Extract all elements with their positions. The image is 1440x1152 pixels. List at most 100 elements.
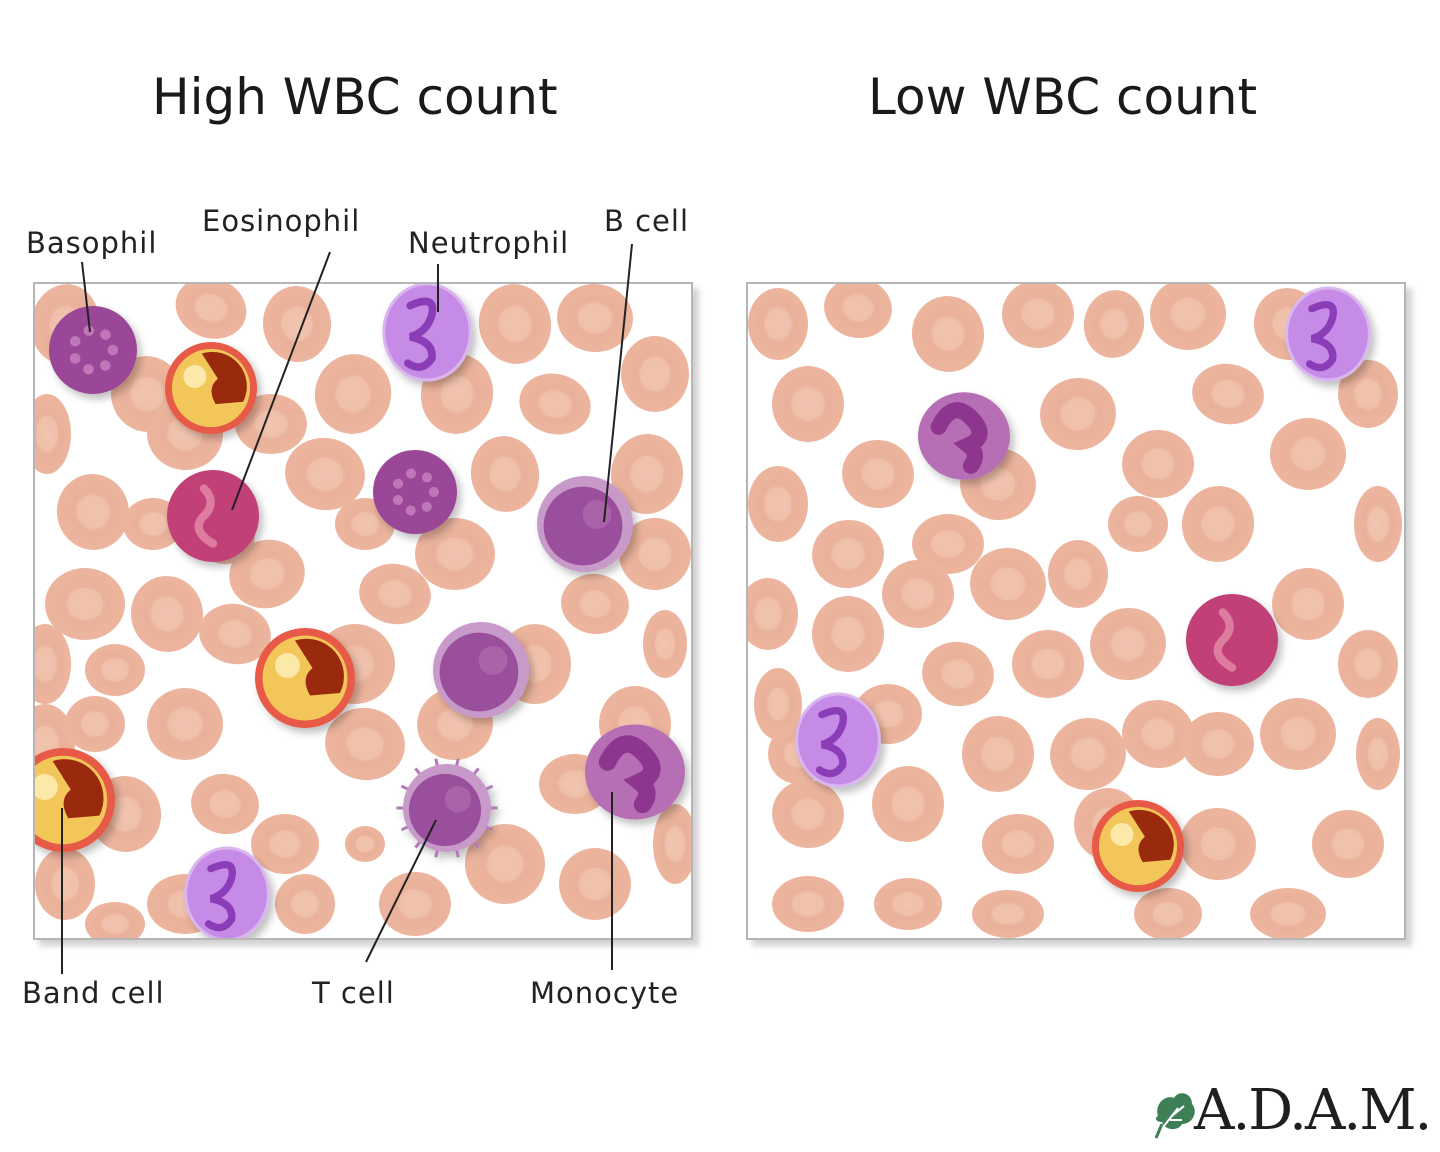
red-blood-cell	[229, 539, 305, 609]
red-blood-cell	[922, 641, 994, 707]
band-cell-label: Band cell	[22, 976, 165, 1010]
red-blood-cell	[972, 890, 1044, 938]
red-blood-cell	[35, 394, 71, 474]
red-blood-cell	[1048, 540, 1108, 608]
red-blood-cell	[1090, 607, 1166, 681]
red-blood-cell	[621, 336, 689, 412]
band-cell	[165, 342, 257, 434]
basophil-label: Basophil	[26, 226, 158, 260]
red-blood-cell	[199, 603, 271, 665]
red-blood-cell	[982, 814, 1054, 874]
red-blood-cell	[557, 284, 633, 353]
red-blood-cell	[251, 814, 319, 874]
red-blood-cell	[130, 576, 204, 652]
red-blood-cell	[1272, 568, 1344, 640]
red-blood-cell	[748, 578, 798, 650]
red-blood-cell	[359, 563, 431, 625]
neutrophil-cell	[382, 284, 472, 382]
red-blood-cell	[1108, 496, 1168, 552]
red-blood-cell	[470, 436, 540, 512]
red-blood-cell	[812, 596, 884, 672]
red-blood-cell	[1192, 363, 1264, 425]
red-blood-cell	[962, 716, 1034, 792]
high-wbc-smear	[35, 284, 691, 938]
red-blood-cell	[314, 354, 392, 434]
red-blood-cell	[35, 624, 71, 704]
red-blood-cell	[379, 872, 451, 936]
red-blood-cell	[1122, 699, 1194, 769]
red-blood-cell	[65, 696, 125, 752]
red-blood-cell	[643, 610, 687, 678]
monocyte-cell	[585, 724, 685, 820]
neutrophil-label: Neutrophil	[408, 226, 570, 260]
red-blood-cell	[1356, 718, 1400, 790]
red-blood-cell	[45, 568, 125, 640]
red-blood-cell	[1338, 630, 1398, 698]
eosinophil-cell	[167, 470, 259, 562]
low-wbc-title: Low WBC count	[868, 68, 1258, 126]
red-blood-cell	[1122, 430, 1194, 498]
red-blood-cell	[1182, 712, 1254, 776]
red-blood-cell	[772, 779, 844, 849]
red-blood-cell	[872, 766, 944, 842]
basophil-cell	[49, 306, 137, 394]
red-blood-cell	[1354, 486, 1402, 562]
low-wbc-panel	[746, 282, 1406, 940]
red-blood-cell	[85, 644, 145, 696]
red-blood-cell	[35, 848, 95, 920]
red-blood-cell	[191, 773, 259, 835]
red-blood-cell	[147, 688, 223, 760]
low-wbc-smear	[748, 284, 1402, 938]
eosinophil-cell	[1186, 594, 1278, 686]
red-blood-cell	[1260, 698, 1336, 770]
red-blood-cell	[970, 547, 1046, 621]
eosinophil-label: Eosinophil	[202, 204, 361, 238]
red-blood-cell	[478, 284, 552, 364]
red-blood-cell	[842, 439, 914, 509]
lymphocyte-cell	[433, 622, 529, 718]
red-blood-cell	[754, 668, 802, 740]
red-blood-cell	[1250, 888, 1326, 938]
red-blood-cell	[56, 474, 130, 550]
adam-logo: A.D.A.M.	[1152, 1076, 1432, 1148]
neutrophil-cell	[1285, 286, 1371, 382]
red-blood-cell	[85, 902, 145, 938]
red-blood-cell	[345, 826, 385, 862]
red-blood-cell	[874, 878, 942, 930]
red-blood-cell	[772, 876, 844, 932]
red-blood-cell	[812, 519, 884, 589]
band-cell	[1092, 800, 1184, 892]
b-cell-label: B cell	[604, 204, 690, 238]
t-cell-label: T cell	[312, 976, 395, 1010]
red-blood-cell	[882, 560, 954, 628]
monocyte-label: Monocyte	[530, 976, 680, 1010]
band-cell-2	[255, 628, 355, 728]
red-blood-cell	[748, 466, 808, 542]
red-blood-cell	[1180, 807, 1256, 881]
red-blood-cell	[1338, 360, 1398, 428]
red-blood-cell	[1012, 630, 1084, 698]
red-blood-cell	[748, 288, 808, 360]
red-blood-cell	[1040, 377, 1116, 451]
red-blood-cell	[1050, 717, 1126, 791]
red-blood-cell	[619, 518, 691, 590]
red-blood-cell	[824, 284, 892, 339]
high-wbc-panel	[33, 282, 693, 940]
red-blood-cell	[1134, 888, 1202, 938]
neutrophil-cell-2	[795, 692, 881, 788]
high-wbc-title: High WBC count	[152, 68, 558, 126]
red-blood-cell	[1002, 284, 1074, 348]
red-blood-cell	[1083, 290, 1145, 358]
red-blood-cell	[1150, 284, 1226, 350]
red-blood-cell	[262, 286, 332, 362]
red-blood-cell	[772, 366, 844, 442]
b-cell	[537, 476, 633, 572]
leaf-icon	[1154, 1093, 1195, 1139]
red-blood-cell	[561, 573, 629, 635]
red-blood-cell	[325, 707, 405, 781]
red-blood-cell	[1312, 810, 1384, 878]
red-blood-cell	[912, 514, 984, 574]
red-blood-cell	[465, 824, 545, 904]
red-blood-cell	[175, 284, 247, 339]
